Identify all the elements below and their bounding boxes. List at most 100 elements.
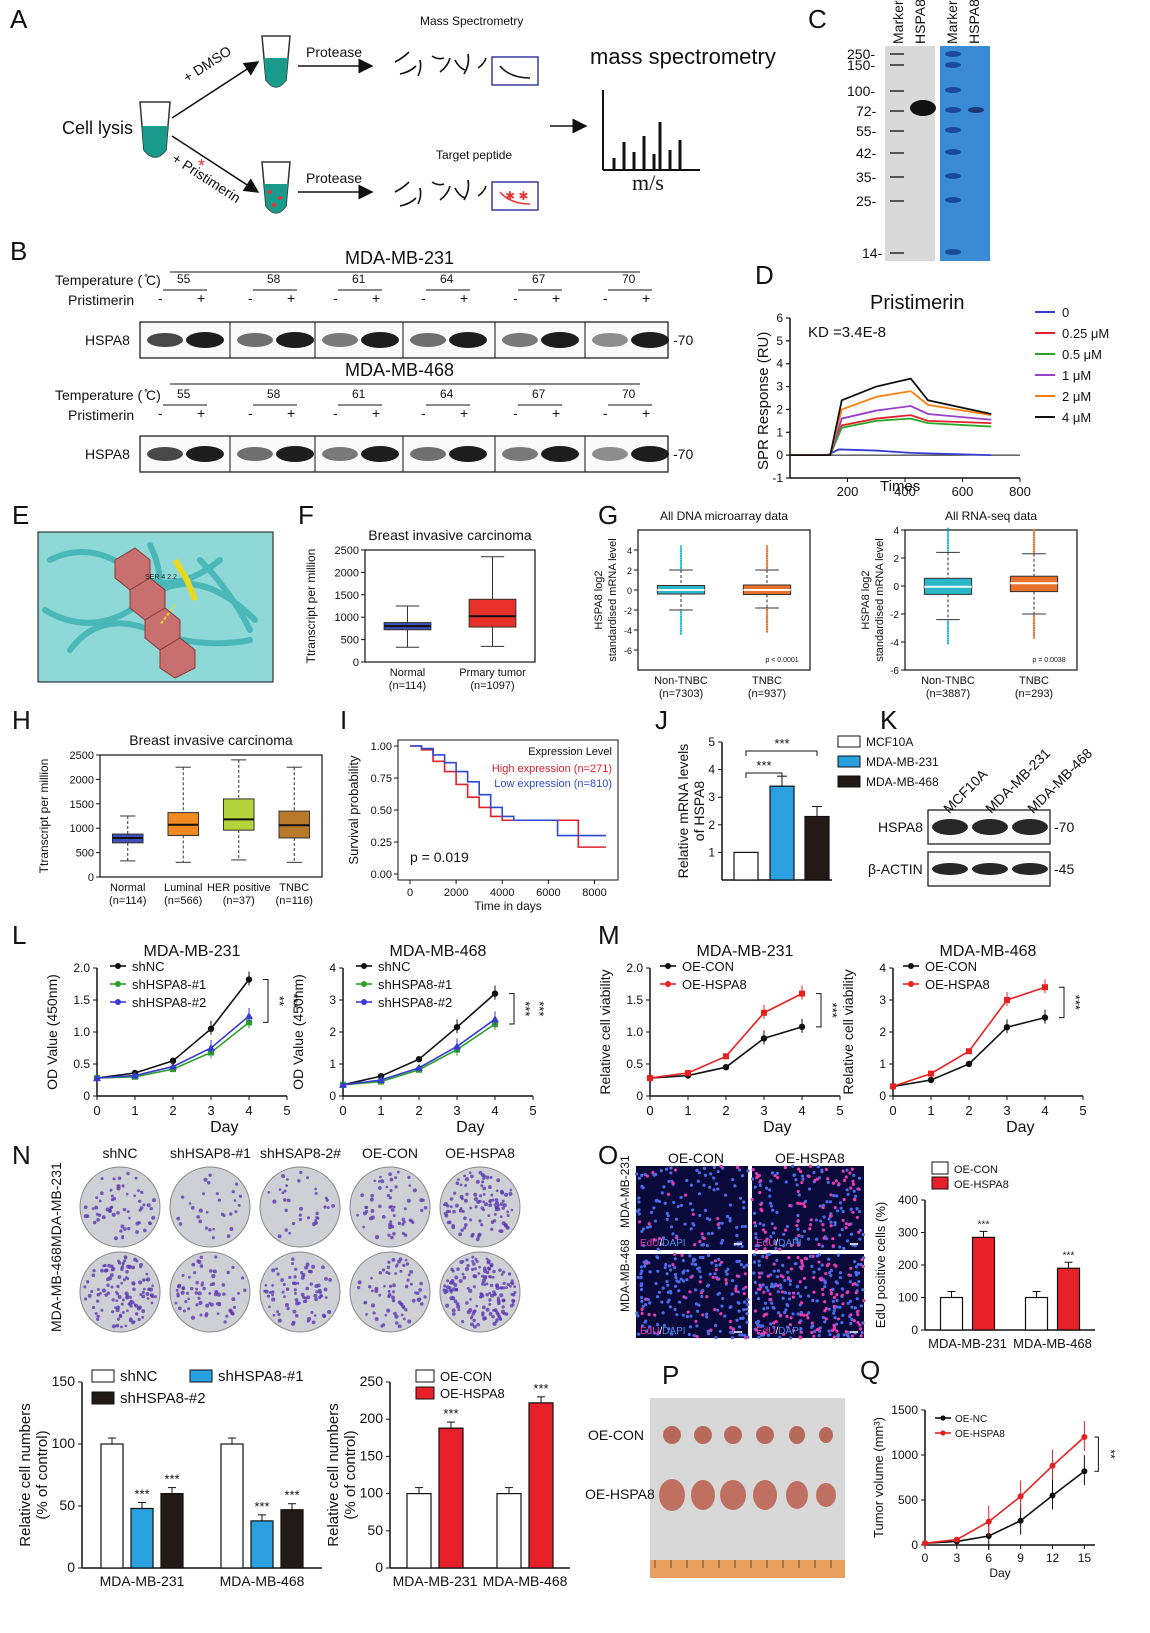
colony bbox=[403, 1207, 407, 1211]
km-p-value: p = 0.019 bbox=[410, 849, 469, 865]
colony bbox=[133, 1257, 138, 1262]
spr-xlabel: Times bbox=[880, 478, 921, 495]
colony bbox=[221, 1283, 226, 1287]
colony bbox=[284, 1228, 288, 1232]
colony bbox=[83, 1214, 88, 1219]
colony bbox=[208, 1228, 212, 1232]
colony bbox=[125, 1192, 129, 1196]
outlier bbox=[1032, 631, 1036, 634]
pristimerin-minus: - bbox=[248, 405, 253, 421]
colony bbox=[444, 1213, 449, 1218]
colony bbox=[307, 1269, 312, 1274]
category-label: (n=1097) bbox=[470, 680, 514, 692]
colony bbox=[212, 1227, 216, 1231]
colony bbox=[391, 1257, 396, 1262]
x-tick-label: 2 bbox=[415, 1103, 422, 1118]
colony bbox=[485, 1282, 489, 1286]
panel-label-j: J bbox=[655, 705, 668, 735]
colony bbox=[451, 1223, 455, 1228]
colony bbox=[445, 1209, 450, 1214]
colony bbox=[480, 1184, 484, 1188]
colony bbox=[283, 1198, 287, 1202]
colony bbox=[299, 1206, 303, 1211]
y-tick-label: -4 bbox=[624, 626, 632, 636]
marker bbox=[647, 1075, 653, 1082]
band-minus bbox=[237, 333, 273, 347]
band-minus bbox=[502, 333, 538, 347]
y-tick-label: 2 bbox=[879, 1025, 886, 1039]
colony bbox=[419, 1281, 423, 1286]
y-tick-label: 1500 bbox=[335, 590, 359, 602]
sig-bracket bbox=[1059, 986, 1065, 1019]
colony bbox=[127, 1302, 131, 1306]
y-tick-label: 0 bbox=[627, 586, 632, 596]
colony bbox=[145, 1272, 149, 1276]
colony bbox=[109, 1273, 114, 1277]
colony bbox=[506, 1282, 510, 1287]
colony bbox=[488, 1312, 493, 1316]
colony bbox=[215, 1192, 219, 1196]
temperature-value: 55 bbox=[177, 272, 191, 286]
colony bbox=[490, 1193, 494, 1197]
plot-frame bbox=[637, 529, 811, 671]
colony bbox=[318, 1295, 322, 1300]
x-tick-label: 6000 bbox=[536, 887, 560, 899]
colony bbox=[370, 1276, 373, 1280]
x-tick-label: 5 bbox=[1079, 1103, 1086, 1118]
colony bbox=[315, 1211, 319, 1216]
colony-plate bbox=[259, 1251, 341, 1333]
y-axis-label: OD Value (450nm) bbox=[44, 974, 60, 1090]
colony bbox=[234, 1210, 238, 1214]
colony bbox=[240, 1276, 245, 1280]
temperature-value: 67 bbox=[532, 387, 546, 401]
band-plus bbox=[541, 332, 579, 348]
colony bbox=[499, 1202, 504, 1206]
colony bbox=[390, 1208, 395, 1212]
legend-label: OE-CON bbox=[682, 959, 734, 974]
k-mw-label: -70 bbox=[1054, 819, 1075, 835]
colony bbox=[390, 1235, 394, 1240]
colony bbox=[391, 1295, 396, 1300]
outlier bbox=[946, 539, 950, 542]
outlier bbox=[1032, 624, 1036, 627]
pristimerin-ligand bbox=[114, 547, 196, 679]
blot-mw-label: -70 bbox=[673, 446, 694, 462]
colony bbox=[109, 1206, 113, 1210]
sig-label: *** bbox=[1068, 995, 1083, 1010]
colony bbox=[294, 1298, 299, 1302]
k-row-label: β-ACTIN bbox=[868, 861, 923, 877]
category-label: (n=566) bbox=[164, 895, 202, 907]
pristimerin-plus: + bbox=[642, 290, 651, 306]
colony bbox=[186, 1291, 190, 1295]
sig-label: *** bbox=[756, 758, 771, 773]
docking-image bbox=[37, 531, 274, 683]
y-tick-label: 2000 bbox=[335, 567, 359, 579]
colony bbox=[401, 1222, 405, 1226]
outlier bbox=[946, 632, 950, 635]
legend-marker bbox=[115, 963, 121, 969]
y-axis-label: HSPA8 log2 bbox=[860, 570, 872, 629]
colony bbox=[392, 1283, 396, 1288]
colony bbox=[442, 1203, 446, 1207]
x-tick-label: 9 bbox=[1017, 1551, 1024, 1565]
colony bbox=[423, 1295, 427, 1299]
pristimerin-row-label: Pristimerin bbox=[68, 407, 135, 423]
colony bbox=[412, 1188, 417, 1193]
colony bbox=[461, 1209, 465, 1213]
colony bbox=[471, 1259, 475, 1263]
temperature-label: Temperature ( ̊C) bbox=[55, 387, 161, 403]
marker bbox=[685, 1069, 691, 1076]
pristimerin-plus: + bbox=[372, 405, 381, 421]
panel-label-g: G bbox=[598, 500, 619, 530]
k-band bbox=[972, 863, 1008, 875]
x-tick-label: 3 bbox=[760, 1103, 767, 1118]
x-axis-label: Day bbox=[763, 1119, 791, 1136]
colony bbox=[180, 1290, 185, 1295]
colony bbox=[493, 1212, 497, 1216]
panel-label-b: B bbox=[10, 236, 28, 266]
outlier bbox=[1032, 614, 1036, 618]
colony bbox=[271, 1284, 274, 1287]
colony bbox=[469, 1218, 473, 1222]
x-tick-label: 4 bbox=[1041, 1103, 1048, 1118]
colony bbox=[508, 1191, 513, 1196]
